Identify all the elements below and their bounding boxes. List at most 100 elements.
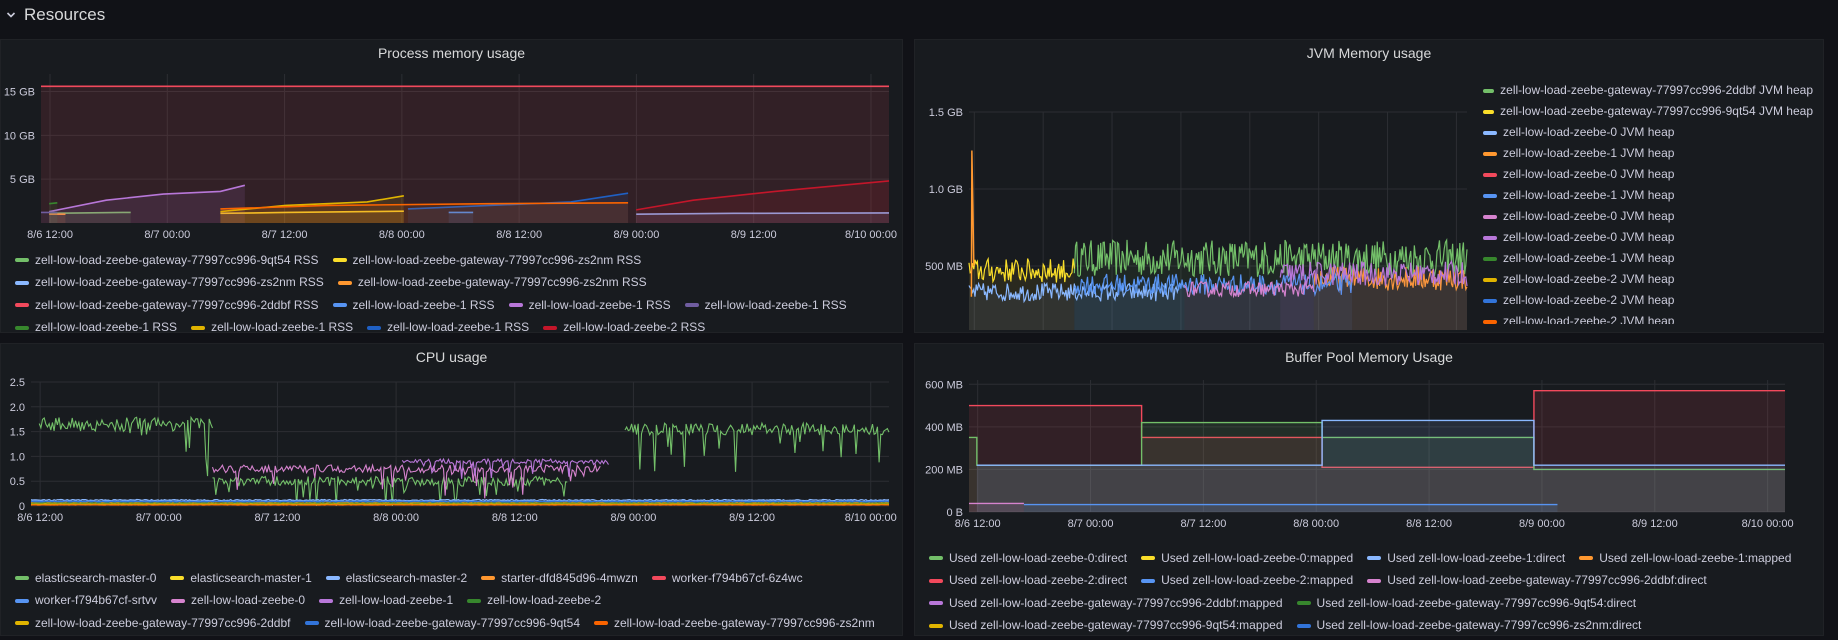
series-line[interactable] — [212, 475, 568, 507]
panel-title[interactable]: CPU usage — [415, 349, 488, 365]
series-line[interactable] — [1279, 259, 1468, 287]
legend-item[interactable]: zell-low-load-zeebe-gateway-77997cc996-z… — [337, 272, 647, 293]
legend-item[interactable]: zell-low-load-zeebe-gateway-77997cc996-9… — [1483, 101, 1813, 122]
legend-item[interactable]: worker-f794b67cf-srtvv — [15, 590, 157, 611]
series-line[interactable] — [976, 419, 1785, 466]
series-line[interactable] — [624, 421, 890, 472]
legend-item[interactable]: Used zell-low-load-zeebe-gateway-77997cc… — [1367, 570, 1707, 591]
series-line[interactable] — [1073, 271, 1353, 297]
legend-item[interactable]: elasticsearch-master-0 — [15, 568, 156, 589]
y-tick-label: 500 MB — [925, 261, 963, 273]
legend-item[interactable]: Used zell-low-load-zeebe-gateway-77997cc… — [1296, 593, 1636, 614]
legend-item[interactable]: Used zell-low-load-zeebe-0:direct — [929, 548, 1127, 569]
panel-title[interactable]: JVM Memory usage — [1306, 45, 1432, 61]
legend-label: zell-low-load-zeebe-2 JVM heap — [1503, 314, 1675, 324]
cpu-usage-chart[interactable]: 0 0.5 1.0 1.5 2.0 2.5 8/6 12:00 8/7 00:00 8/7 12… — [1, 370, 903, 546]
legend-item[interactable]: Used zell-low-load-zeebe-gateway-77997cc… — [929, 615, 1283, 635]
panel-cpu-usage[interactable]: CPU usage 0 0.5 1.0 1.5 2.0 2.5 8/6 12:00 8/7 0… — [0, 343, 903, 636]
legend-item[interactable]: zell-low-load-zeebe-1 JVM heap — [1483, 143, 1813, 164]
legend-label: starter-dfd845d96-4mwzn — [501, 570, 638, 585]
series-line[interactable] — [220, 202, 629, 210]
legend-swatch — [170, 576, 185, 580]
legend-item[interactable]: zell-low-load-zeebe-0 JVM heap — [1483, 122, 1813, 143]
series-line[interactable] — [1183, 279, 1315, 299]
series-line[interactable] — [1073, 237, 1468, 279]
legend-item[interactable]: zell-low-load-zeebe-gateway-77997cc996-2… — [15, 295, 319, 316]
legend-item[interactable]: zell-low-load-zeebe-1 RSS — [332, 295, 495, 316]
legend-item[interactable]: zell-low-load-zeebe-2 RSS — [543, 317, 705, 332]
series-line[interactable] — [38, 415, 214, 477]
series-line[interactable] — [48, 184, 246, 213]
y-tick-label: 400 MB — [925, 422, 963, 434]
legend-item[interactable]: zell-low-load-zeebe-2 JVM heap — [1483, 311, 1813, 324]
legend-label: zell-low-load-zeebe-1 RSS — [211, 320, 354, 333]
legend-item[interactable]: Used zell-low-load-zeebe-gateway-77997cc… — [1296, 615, 1641, 635]
legend-item[interactable]: Used zell-low-load-zeebe-gateway-77997cc… — [929, 593, 1283, 614]
legend-item[interactable]: elasticsearch-master-2 — [325, 568, 467, 589]
x-tick-label: 8/8 00:00 — [379, 229, 425, 241]
legend-item[interactable]: zell-low-load-zeebe-gateway-77997cc996-2… — [1483, 80, 1813, 101]
legend-item[interactable]: starter-dfd845d96-4mwzn — [481, 568, 638, 589]
legend-item[interactable]: zell-low-load-zeebe-1 RSS — [508, 295, 671, 316]
legend-item[interactable]: zell-low-load-zeebe-1 JVM heap — [1483, 185, 1813, 206]
legend-item[interactable]: Used zell-low-load-zeebe-0:mapped — [1141, 548, 1353, 569]
y-tick-label: 1.5 — [10, 427, 25, 439]
x-tick-label: 8/6 12:00 — [955, 518, 1001, 530]
legend-item[interactable]: zell-low-load-zeebe-1 JVM heap — [1483, 248, 1813, 269]
legend-swatch — [1483, 193, 1497, 198]
legend-item[interactable]: worker-f794b67cf-6z4wc — [651, 568, 803, 589]
legend-item[interactable]: zell-low-load-zeebe-0 JVM heap — [1483, 164, 1813, 185]
process-memory-chart[interactable]: 5 GB 10 GB 15 GB 8/6 12:00 8/7 00:00 8/7 12:0… — [1, 68, 903, 248]
legend-item[interactable]: Used zell-low-load-zeebe-2:direct — [929, 570, 1127, 591]
legend-swatch — [1483, 298, 1497, 303]
legend-item[interactable]: zell-low-load-zeebe-gateway-77997cc996-9… — [304, 613, 580, 634]
series-line[interactable] — [220, 210, 404, 215]
legend-item[interactable]: zell-low-load-zeebe-1 RSS — [15, 317, 177, 332]
row-header-resources[interactable]: Resources — [0, 0, 1838, 30]
panel-process-memory[interactable]: Process memory usage 5 GB 10 GB 15 GB 8/6 1… — [0, 39, 903, 333]
panel-buffer-pool[interactable]: Buffer Pool Memory Usage 0 B 200 MB 400 MB… — [914, 343, 1824, 636]
series-area — [636, 212, 889, 223]
process-memory-legend: zell-low-load-zeebe-gateway-77997cc996-9… — [15, 248, 895, 333]
legend-item[interactable]: zell-low-load-zeebe-2 JVM heap — [1483, 269, 1813, 290]
series-line[interactable] — [636, 212, 890, 216]
panel-jvm-memory[interactable]: JVM Memory usage 0 B500 MB1.0 GB1.5 GB8/… — [914, 39, 1824, 333]
legend-item[interactable]: zell-low-load-zeebe-1 RSS — [367, 317, 529, 332]
series-line[interactable] — [211, 462, 601, 499]
y-tick-label: 200 MB — [925, 464, 963, 476]
legend-item[interactable]: zell-low-load-zeebe-1 RSS — [684, 295, 847, 316]
series-line[interactable] — [401, 457, 609, 479]
buffer-pool-chart[interactable]: 0 B 200 MB 400 MB 600 MB 8/6 12:00 8/7 00:00 8… — [915, 370, 1824, 546]
legend-label: Used zell-low-load-zeebe-gateway-77997cc… — [1387, 573, 1707, 587]
series-line[interactable] — [636, 180, 890, 211]
series-line[interactable] — [49, 202, 58, 205]
legend-item[interactable]: zell-low-load-zeebe-gateway-77997cc996-2… — [15, 613, 291, 634]
legend-item[interactable]: elasticsearch-master-1 — [170, 568, 312, 589]
legend-item[interactable]: zell-low-load-zeebe-0 JVM heap — [1483, 206, 1813, 227]
series-line[interactable] — [30, 500, 890, 503]
legend-item[interactable]: zell-low-load-zeebe-gateway-77997cc996-z… — [332, 250, 641, 271]
chevron-down-icon[interactable] — [4, 8, 18, 22]
legend-item[interactable]: zell-low-load-zeebe-2 JVM heap — [1483, 290, 1813, 311]
legend-item[interactable]: Used zell-low-load-zeebe-1:direct — [1367, 548, 1565, 569]
legend-item[interactable]: zell-low-load-zeebe-gateway-77997cc996-9… — [15, 250, 319, 271]
legend-item[interactable]: zell-low-load-zeebe-gateway-77997cc996-z… — [15, 272, 324, 293]
series-line[interactable] — [970, 150, 975, 297]
series-line[interactable] — [968, 256, 1075, 284]
legend-item[interactable]: zell-low-load-zeebe-gateway-77997cc996-z… — [594, 613, 875, 634]
legend-item[interactable]: zell-low-load-zeebe-1 RSS — [191, 317, 354, 333]
series-line[interactable] — [49, 211, 131, 215]
legend-item[interactable]: zell-low-load-zeebe-0 — [171, 590, 305, 611]
panel-title[interactable]: Buffer Pool Memory Usage — [1285, 349, 1453, 365]
panel-title[interactable]: Process memory usage — [377, 45, 526, 61]
legend-item[interactable]: zell-low-load-zeebe-0 JVM heap — [1483, 227, 1813, 248]
legend-item[interactable]: Used zell-low-load-zeebe-2:mapped — [1141, 570, 1353, 591]
jvm-memory-chart[interactable]: 0 B500 MB1.0 GB1.5 GB8/6 12:008/7 00:008… — [915, 68, 1475, 330]
series-line[interactable] — [30, 500, 890, 503]
legend-item[interactable]: zell-low-load-zeebe-1 — [319, 590, 453, 611]
legend-item[interactable]: zell-low-load-zeebe-2 — [467, 590, 601, 611]
series-line[interactable] — [968, 281, 1186, 304]
legend-swatch — [304, 621, 319, 625]
buffer-pool-legend: Used zell-low-load-zeebe-0:direct Used ze… — [929, 546, 1819, 635]
legend-item[interactable]: Used zell-low-load-zeebe-1:mapped — [1579, 548, 1791, 569]
